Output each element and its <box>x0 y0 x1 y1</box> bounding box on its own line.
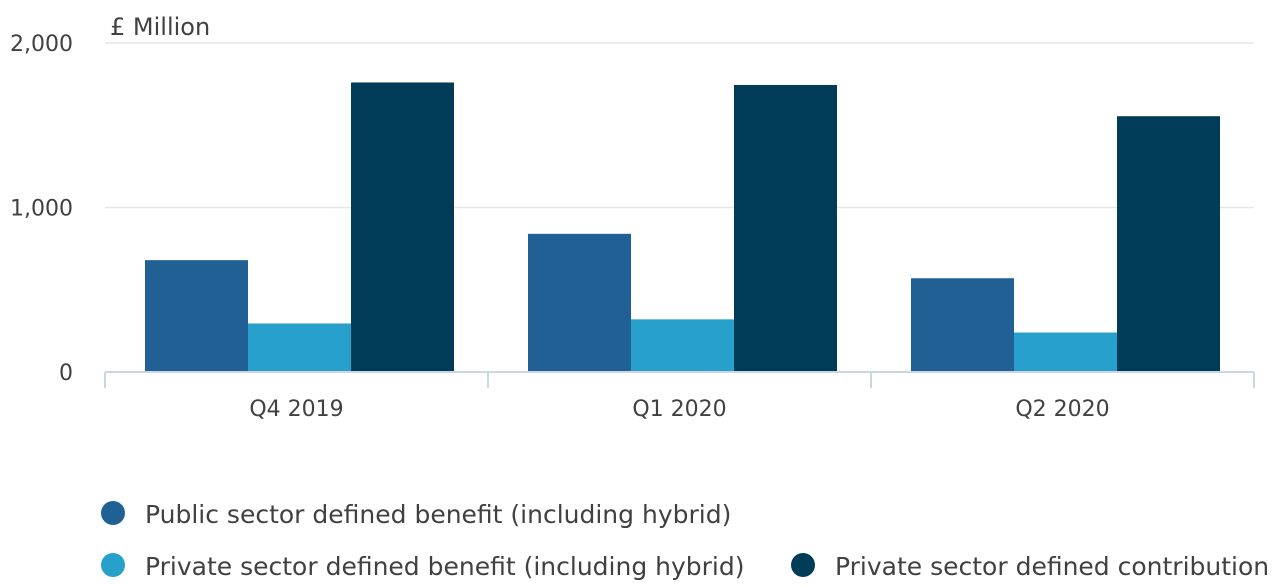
bars <box>145 82 1220 372</box>
legend-item: Private sector defined contribution <box>791 552 1269 581</box>
legend-item: Public sector defined benefit (including… <box>101 500 731 529</box>
bar <box>734 84 837 372</box>
bar <box>1014 332 1117 372</box>
legend-label: Private sector defined benefit (includin… <box>145 552 745 581</box>
legend-swatch <box>101 553 125 577</box>
bar <box>911 278 1014 372</box>
y-axis-unit-label: £ Million <box>110 13 210 41</box>
bar <box>351 82 454 372</box>
legend-item: Private sector defined benefit (includin… <box>101 552 745 581</box>
y-tick-label: 1,000 <box>10 197 73 222</box>
legend-swatch <box>791 553 815 577</box>
bar <box>145 260 248 372</box>
legend: Public sector defined benefit (including… <box>101 500 1269 581</box>
bar <box>631 319 734 372</box>
legend-swatch <box>101 501 125 525</box>
bar <box>248 323 351 372</box>
legend-label: Public sector defined benefit (including… <box>145 500 731 529</box>
x-axis: Q4 2019 Q1 2020 Q2 2020 <box>104 371 1255 422</box>
y-tick-label: 0 <box>59 361 73 386</box>
legend-label: Private sector defined contribution <box>835 552 1269 581</box>
x-tick-label: Q1 2020 <box>632 397 726 422</box>
x-tick-label: Q4 2019 <box>249 397 343 422</box>
x-tick-label: Q2 2020 <box>1015 397 1109 422</box>
gridlines: 0 1,000 2,000 <box>10 32 1254 386</box>
y-tick-label: 2,000 <box>10 32 73 57</box>
bar <box>1117 116 1220 372</box>
bar <box>528 233 631 372</box>
